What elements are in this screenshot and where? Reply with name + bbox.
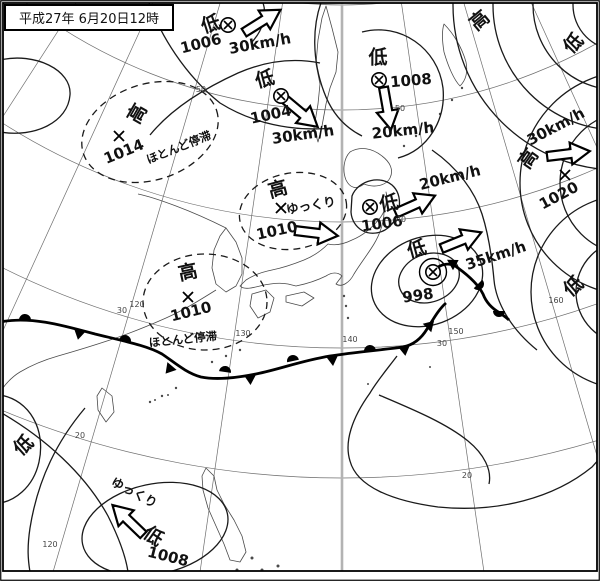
lat-label-30-w: 30 [116, 306, 128, 315]
isobar-dashed-high-1014 [81, 80, 219, 184]
lat-label-20-w: 20 [74, 431, 86, 440]
date-title: 平成27年 6月20日12時 [18, 12, 160, 27]
lon-label-150: 150 [448, 327, 464, 336]
low-1008-pressure: 1008 [389, 69, 433, 92]
coastlines [3, 5, 468, 563]
lon-label-120-s: 120 [42, 540, 58, 549]
lat-label-40: 40 [395, 215, 407, 224]
small-islands [148, 86, 464, 571]
lat-label-20-e: 20 [461, 471, 473, 480]
lon-label-120: 120 [129, 300, 145, 309]
lat-label-50-w: 50 [195, 85, 207, 94]
isobar-dashed-high-korea [142, 253, 268, 351]
low-center-icons [220, 16, 448, 287]
low-998-pressure: 998 [401, 284, 435, 307]
lat-label-50-e: 50 [394, 104, 406, 113]
high-korea-kind: 高 [176, 259, 200, 286]
arrow-icon-high-1020 [544, 139, 593, 169]
map-frame [2, 2, 598, 572]
isobar-dashed-high-1010 [238, 171, 348, 251]
lon-label-160: 160 [548, 296, 564, 305]
date-title-box: 平成27年 6月20日12時 [4, 4, 174, 31]
lon-label-130: 130 [235, 329, 251, 338]
lat-label-30-e: 30 [436, 339, 448, 348]
lon-label-140: 140 [342, 335, 358, 344]
low-1008-kind: 低 [368, 46, 388, 69]
